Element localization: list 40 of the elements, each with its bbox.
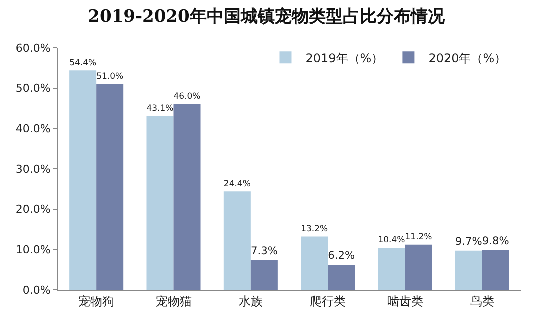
legend-label: 2020年（%）: [428, 51, 507, 66]
data-label: 6.2%: [328, 249, 356, 262]
bar: [405, 244, 432, 290]
bar: [482, 250, 510, 290]
x-tick-label: 鸟类: [470, 294, 494, 308]
data-label: 7.3%: [250, 244, 278, 258]
x-tick-label: 宠物猫: [156, 294, 192, 308]
data-label: 9.8%: [482, 234, 510, 248]
bar: [70, 70, 97, 290]
data-label: 9.7%: [455, 234, 482, 248]
y-tick-label: 30.0%: [16, 162, 51, 176]
x-tick-label: 啮齿类: [387, 294, 424, 308]
data-label: 24.4%: [224, 179, 251, 190]
y-tick-label: 20.0%: [16, 203, 51, 216]
x-tick-label: 爬行类: [310, 294, 346, 308]
chart-title: 2019-2020年中国城镇宠物类型占比分布情况: [88, 6, 446, 27]
x-tick-label: 水族: [238, 294, 263, 308]
bar: [301, 236, 328, 290]
y-tick-label: 0.0%: [22, 284, 51, 297]
data-label: 11.2%: [405, 232, 432, 243]
bar: [174, 104, 201, 290]
data-label: 51.0%: [96, 72, 124, 82]
y-tick-label: 10.0%: [16, 244, 51, 257]
y-tick-label: 50.0%: [16, 82, 51, 96]
data-label: 43.1%: [146, 104, 174, 114]
bar: [146, 116, 174, 290]
y-tick-label: 40.0%: [16, 122, 51, 136]
data-label: 13.2%: [301, 224, 328, 234]
data-label: 54.4%: [70, 58, 97, 68]
legend-label: 2019年（%）: [306, 51, 384, 66]
data-label: 46.0%: [174, 92, 201, 102]
bar: [224, 192, 251, 290]
bar: [455, 250, 482, 290]
bar: [96, 84, 124, 290]
bar: [250, 260, 278, 290]
data-label: 10.4%: [378, 236, 406, 246]
y-tick-label: 60.0%: [16, 42, 51, 55]
bar: [328, 264, 356, 290]
bar: [378, 248, 406, 290]
x-tick-label: 宠物狗: [78, 294, 115, 308]
